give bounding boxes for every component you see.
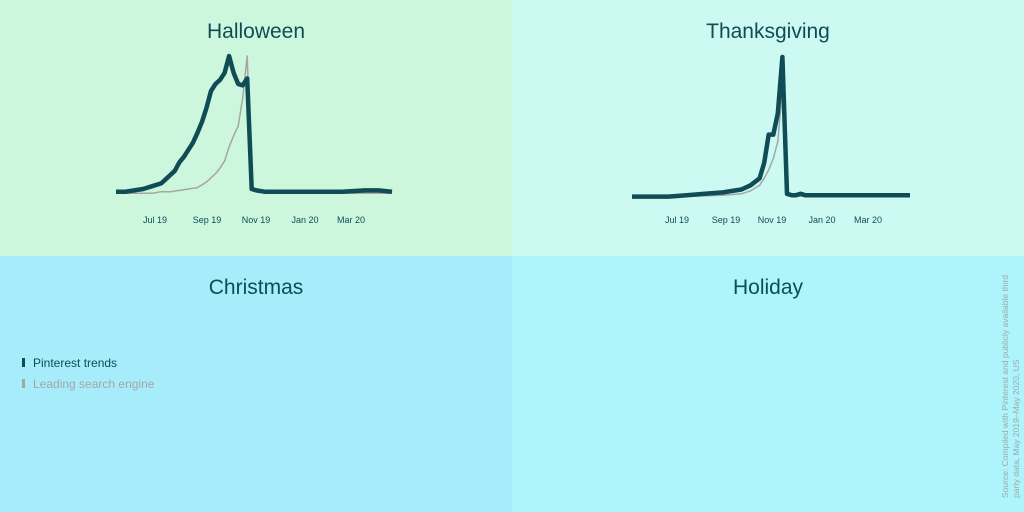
legend-swatch-pinterest [22,358,25,367]
x-tick-label: Nov 19 [242,215,271,225]
x-tick-label: Jul 19 [143,215,167,225]
pinterest-trend-line [632,54,910,199]
x-tick-label: Mar 20 [854,215,882,225]
search-engine-line [116,55,392,194]
chart-title: Holiday [732,276,804,299]
pinterest-trend-line [116,53,393,195]
source-note: Source: Compiled with Pinterest and publ… [1000,274,1021,498]
legend-item-search: Leading search engine [22,373,154,394]
chart-title: Christmas [208,276,304,299]
legend-label-pinterest: Pinterest trends [33,355,118,370]
x-tick-label: Jan 20 [808,215,835,225]
chart-title: Thanksgiving [706,20,830,43]
legend: Pinterest trends Leading search engine [22,352,154,394]
panel-halloween: Halloween Jul 19 Sep 19 Nov 19 Jan 20 Mar 20 [0,0,512,256]
legend-item-pinterest: Pinterest trends [22,352,154,373]
x-tick-label: Sep 19 [193,215,222,225]
thanksgiving-chart: Jul 19 Sep 19 Nov 19 Jan 20 Mar 20 [632,54,910,225]
x-tick-label: Nov 19 [758,215,787,225]
legend-label-search: Leading search engine [33,376,155,391]
halloween-chart: Jul 19 Sep 19 Nov 19 Jan 20 Mar 20 [116,53,393,225]
x-tick-label: Mar 20 [337,215,365,225]
x-tick-label: Jan 20 [291,215,318,225]
chart-title: Halloween [206,20,306,43]
panel-thanksgiving: Thanksgiving Jul 19 Sep 19 Nov 19 Jan 20 Mar… [512,0,1024,256]
x-tick-label: Jul 19 [665,215,689,225]
x-tick-label: Sep 19 [712,215,741,225]
search-engine-line [632,87,910,198]
legend-swatch-search [22,379,25,388]
